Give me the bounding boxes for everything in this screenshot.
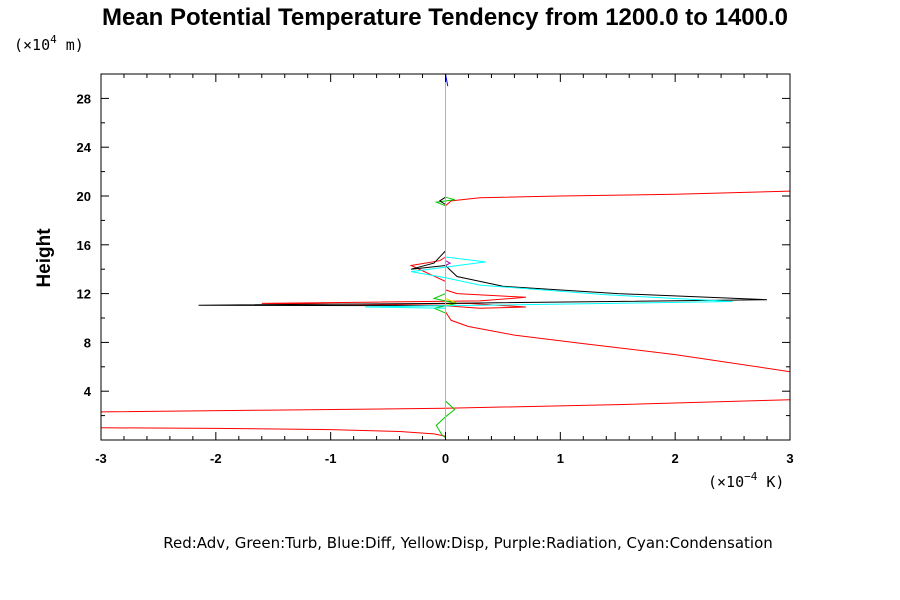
series-adv-line-4 [409, 256, 446, 282]
y-tick-label: 28 [77, 91, 91, 106]
series-condensation-line-1 [365, 256, 733, 309]
y-unit-label: (×104 m) [14, 33, 84, 54]
y-tick-label: 16 [77, 238, 91, 253]
y-tick-label: 24 [77, 140, 92, 155]
x-tick-label: 3 [786, 451, 793, 466]
x-unit-label: (×10−4 K) [708, 470, 784, 491]
series-layer [100, 73, 791, 439]
legend-text: Red:Adv, Green:Turb, Blue:Diff, Yellow:D… [163, 534, 773, 552]
x-tick-label: -3 [95, 451, 107, 466]
y-tick-label: 12 [77, 287, 91, 302]
y-tick-label: 4 [84, 384, 92, 399]
chart-title: Mean Potential Temperature Tendency from… [102, 4, 788, 31]
y-ticks: 4 8 12 16 20 24 28 [77, 91, 790, 417]
x-tick-label: 1 [557, 451, 564, 466]
series-radiation-line-0 [445, 260, 452, 266]
y-tick-label: 8 [84, 335, 91, 350]
series-disp-line-0 [445, 298, 457, 307]
series-adv-line-5 [445, 190, 791, 207]
series-total-line-1 [438, 196, 446, 205]
x-tick-label: 2 [672, 451, 679, 466]
x-ticks: -3 -2 -1 0 1 2 3 [95, 74, 794, 466]
series-condensation [365, 74, 733, 437]
series-adv-line-0 [100, 427, 446, 437]
series-adv [100, 190, 791, 437]
y-axis-label: Height [34, 228, 55, 288]
y-tick-label: 20 [77, 189, 91, 204]
x-tick-label: -2 [210, 451, 222, 466]
series-adv-line-2 [445, 311, 791, 373]
series-total-line-0 [198, 250, 768, 307]
series-total [198, 196, 768, 307]
series-disp [445, 298, 457, 307]
x-tick-label: -1 [325, 451, 337, 466]
series-adv-line-3 [261, 289, 526, 309]
x-tick-label: 0 [442, 451, 449, 466]
series-radiation [445, 260, 452, 266]
